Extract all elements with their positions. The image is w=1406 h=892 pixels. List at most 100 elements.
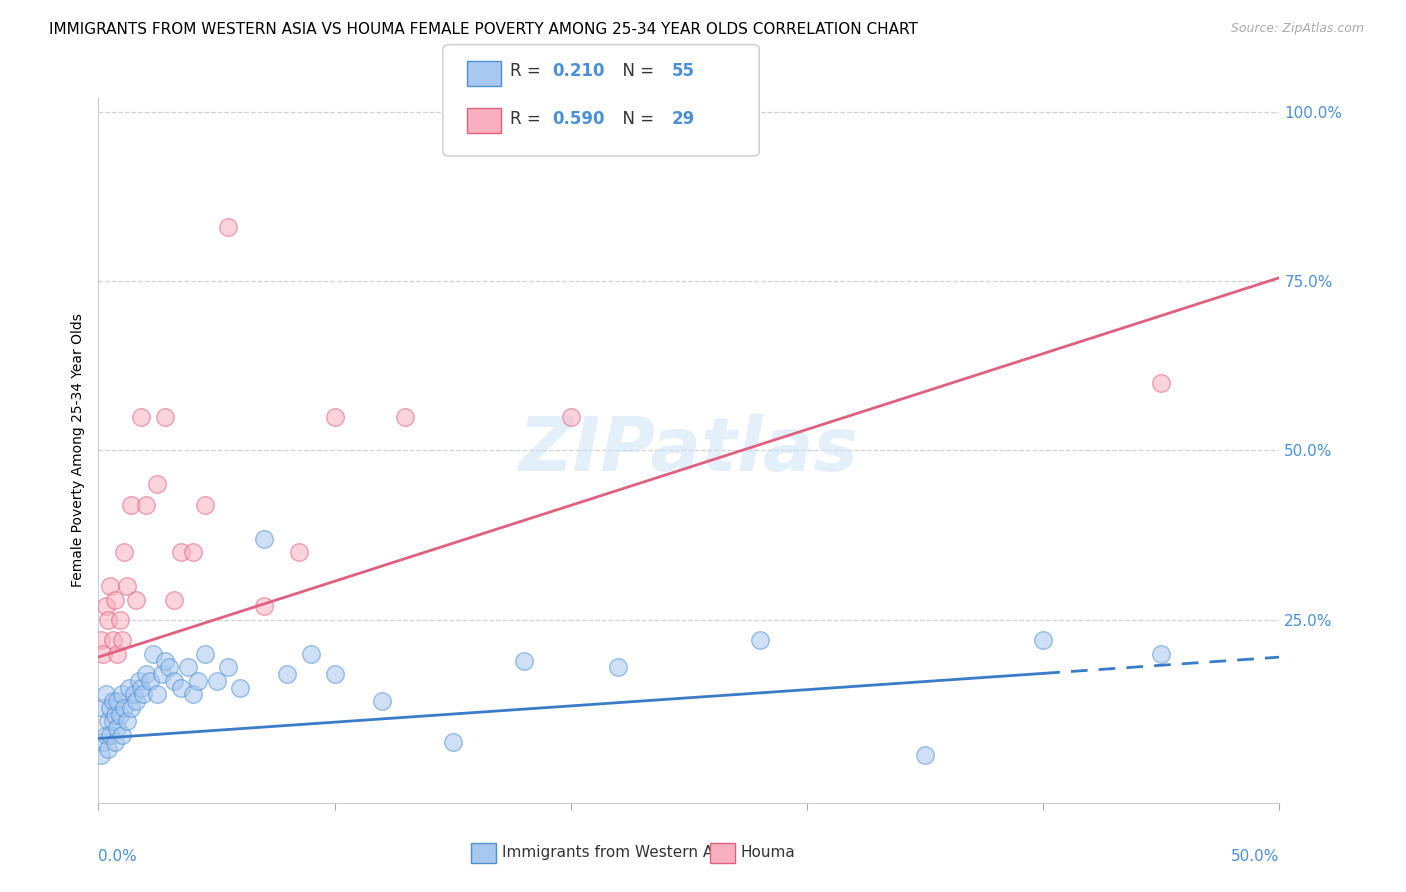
Point	[914, 748, 936, 763]
Point	[112, 701, 135, 715]
Point	[115, 579, 138, 593]
Point	[157, 660, 180, 674]
Text: ZIPatlas: ZIPatlas	[519, 414, 859, 487]
Point	[108, 707, 131, 722]
Point	[132, 687, 155, 701]
Point	[163, 673, 186, 688]
Point	[181, 687, 204, 701]
Point	[125, 694, 148, 708]
Point	[194, 647, 217, 661]
Point	[111, 633, 134, 648]
Point	[115, 714, 138, 729]
Point	[121, 498, 143, 512]
Point	[229, 681, 252, 695]
Point	[91, 735, 114, 749]
Point	[146, 687, 169, 701]
Point	[177, 660, 200, 674]
Point	[108, 613, 131, 627]
Text: Immigrants from Western Asia: Immigrants from Western Asia	[502, 846, 735, 860]
Point	[97, 613, 120, 627]
Point	[98, 579, 121, 593]
Point	[217, 219, 239, 234]
Point	[253, 599, 276, 614]
Point	[371, 694, 394, 708]
Point	[105, 694, 128, 708]
Point	[163, 592, 186, 607]
Text: 29: 29	[672, 110, 696, 128]
Point	[105, 647, 128, 661]
Point	[111, 687, 134, 701]
Point	[101, 714, 124, 729]
Point	[288, 545, 311, 559]
Point	[97, 714, 120, 729]
Point	[323, 667, 346, 681]
Point	[170, 545, 193, 559]
Point	[1032, 633, 1054, 648]
Point	[205, 673, 228, 688]
Text: R =: R =	[510, 110, 547, 128]
Point	[90, 633, 112, 648]
Point	[253, 532, 276, 546]
Point	[607, 660, 630, 674]
Point	[94, 599, 117, 614]
Point	[142, 647, 165, 661]
Point	[1150, 376, 1173, 390]
Point	[170, 681, 193, 695]
Point	[129, 409, 152, 424]
Point	[122, 687, 145, 701]
Point	[181, 545, 204, 559]
Point	[187, 673, 209, 688]
Point	[91, 701, 114, 715]
Text: 50.0%: 50.0%	[1232, 849, 1279, 863]
Point	[97, 741, 120, 756]
Point	[146, 477, 169, 491]
Text: 55: 55	[672, 62, 695, 80]
Point	[217, 660, 239, 674]
Point	[276, 667, 298, 681]
Point	[194, 498, 217, 512]
Point	[135, 667, 157, 681]
Point	[135, 498, 157, 512]
Point	[748, 633, 770, 648]
Text: Source: ZipAtlas.com: Source: ZipAtlas.com	[1230, 22, 1364, 36]
Text: 0.0%: 0.0%	[98, 849, 138, 863]
Point	[104, 592, 127, 607]
Point	[94, 687, 117, 701]
Point	[104, 735, 127, 749]
Text: N =: N =	[612, 110, 659, 128]
Y-axis label: Female Poverty Among 25-34 Year Olds: Female Poverty Among 25-34 Year Olds	[70, 313, 84, 588]
Point	[153, 653, 176, 667]
Text: 0.210: 0.210	[553, 62, 605, 80]
Point	[560, 409, 582, 424]
Point	[153, 409, 176, 424]
Point	[394, 409, 416, 424]
Point	[101, 694, 124, 708]
Text: N =: N =	[612, 62, 659, 80]
Point	[118, 681, 141, 695]
Point	[323, 409, 346, 424]
Point	[139, 673, 162, 688]
Text: 0.590: 0.590	[553, 110, 605, 128]
Point	[111, 728, 134, 742]
Point	[101, 633, 124, 648]
Point	[94, 728, 117, 742]
Point	[441, 735, 464, 749]
Point	[98, 728, 121, 742]
Point	[91, 647, 114, 661]
Point	[98, 701, 121, 715]
Point	[128, 673, 150, 688]
Point	[125, 592, 148, 607]
Text: IMMIGRANTS FROM WESTERN ASIA VS HOUMA FEMALE POVERTY AMONG 25-34 YEAR OLDS CORRE: IMMIGRANTS FROM WESTERN ASIA VS HOUMA FE…	[49, 22, 918, 37]
Point	[104, 707, 127, 722]
Point	[105, 721, 128, 735]
Point	[512, 653, 534, 667]
Point	[1150, 647, 1173, 661]
Point	[129, 681, 152, 695]
Point	[150, 667, 173, 681]
Point	[90, 748, 112, 763]
Text: Houma: Houma	[741, 846, 796, 860]
Text: R =: R =	[510, 62, 547, 80]
Point	[112, 545, 135, 559]
Point	[299, 647, 322, 661]
Point	[121, 701, 143, 715]
